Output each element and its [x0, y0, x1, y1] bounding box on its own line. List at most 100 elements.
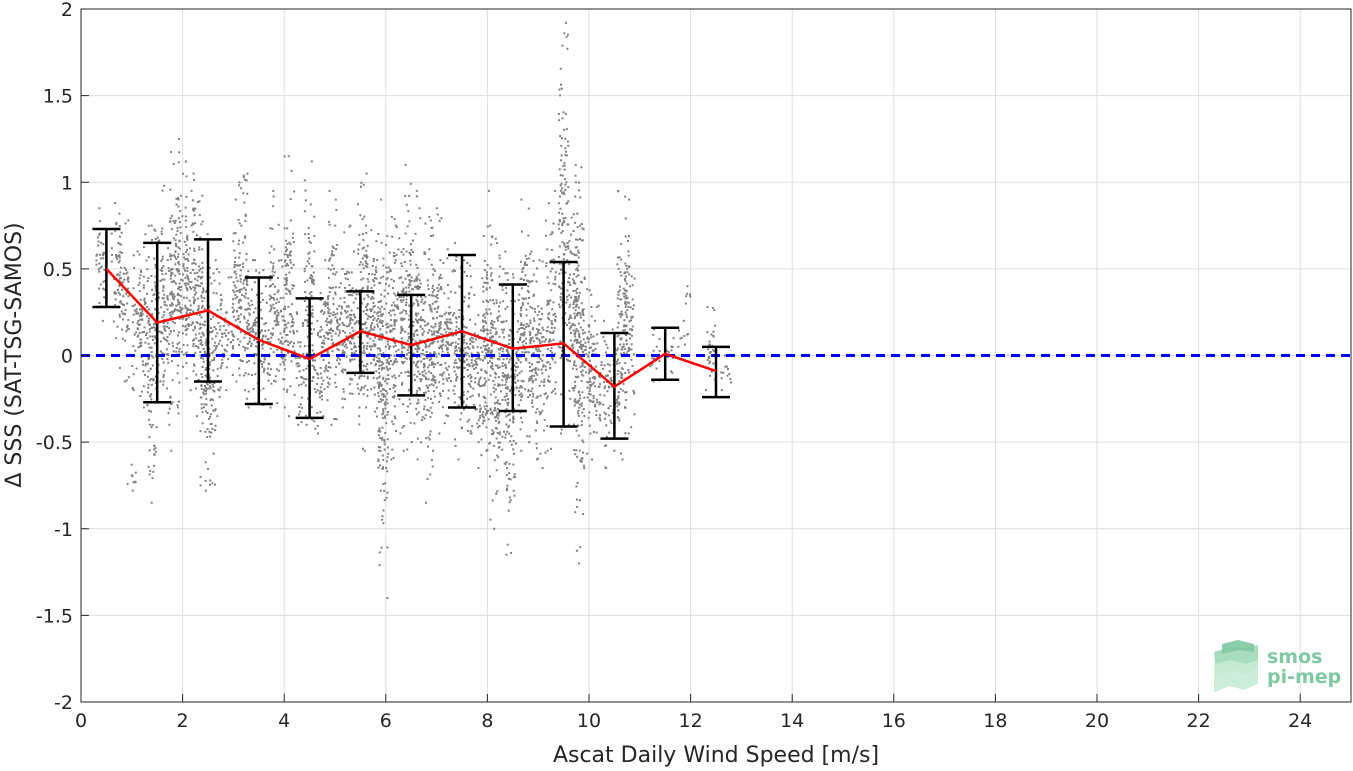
scatter-point	[414, 330, 417, 333]
scatter-point	[708, 343, 711, 346]
scatter-point	[443, 422, 446, 425]
scatter-point	[523, 328, 526, 331]
scatter-point	[379, 390, 382, 393]
scatter-point	[142, 275, 145, 278]
scatter-point	[255, 317, 258, 320]
scatter-point	[386, 470, 389, 473]
scatter-point	[332, 254, 335, 257]
scatter-point	[515, 365, 518, 368]
scatter-point	[268, 294, 271, 297]
scatter-point	[176, 309, 179, 312]
scatter-point	[497, 408, 500, 411]
scatter-point	[185, 282, 188, 285]
scatter-point	[378, 385, 381, 388]
scatter-point	[157, 291, 160, 294]
scatter-point	[142, 370, 145, 373]
scatter-point	[554, 361, 557, 364]
scatter-point	[458, 347, 461, 350]
scatter-point	[653, 328, 656, 331]
scatter-point	[473, 293, 476, 296]
scatter-point	[484, 408, 487, 411]
scatter-point	[453, 385, 456, 388]
scatter-point	[425, 350, 428, 353]
scatter-point	[469, 338, 472, 341]
scatter-point	[498, 335, 501, 338]
scatter-point	[672, 337, 675, 340]
scatter-point	[576, 304, 579, 307]
scatter-point	[683, 343, 686, 346]
scatter-point	[457, 327, 460, 330]
scatter-point	[305, 319, 308, 322]
scatter-point	[421, 374, 424, 377]
scatter-point	[618, 289, 621, 292]
scatter-point	[416, 334, 419, 337]
scatter-point	[498, 355, 501, 358]
scatter-point	[575, 549, 578, 552]
scatter-point	[497, 422, 500, 425]
scatter-point	[269, 227, 272, 230]
scatter-point	[462, 349, 465, 352]
scatter-point	[570, 316, 573, 319]
scatter-point	[315, 382, 318, 385]
scatter-point	[167, 412, 170, 415]
scatter-point	[525, 351, 528, 354]
scatter-point	[280, 356, 283, 359]
scatter-point	[576, 339, 579, 342]
scatter-point	[397, 307, 400, 310]
scatter-point	[616, 263, 619, 266]
scatter-point	[290, 169, 293, 172]
scatter-point	[334, 224, 337, 227]
scatter-point	[181, 332, 184, 335]
scatter-point	[438, 325, 441, 328]
scatter-point	[328, 308, 331, 311]
scatter-point	[230, 340, 233, 343]
scatter-point	[393, 374, 396, 377]
scatter-point	[148, 324, 151, 327]
scatter-point	[501, 365, 504, 368]
scatter-point	[241, 360, 244, 363]
scatter-point	[114, 304, 117, 307]
scatter-point	[560, 292, 563, 295]
scatter-point	[430, 325, 433, 328]
scatter-point	[457, 404, 460, 407]
scatter-point	[559, 287, 562, 290]
scatter-point	[726, 367, 729, 370]
scatter-point	[579, 546, 582, 549]
scatter-point	[416, 302, 419, 305]
scatter-point	[387, 374, 390, 377]
scatter-point	[177, 292, 180, 295]
scatter-point	[448, 321, 451, 324]
scatter-point	[521, 301, 524, 304]
scatter-point	[590, 305, 593, 308]
scatter-point	[521, 341, 524, 344]
scatter-point	[496, 402, 499, 405]
scatter-point	[566, 242, 569, 245]
scatter-point	[502, 376, 505, 379]
scatter-point	[442, 389, 445, 392]
scatter-point	[171, 341, 174, 344]
scatter-point	[116, 257, 119, 260]
scatter-point	[196, 279, 199, 282]
scatter-point	[502, 320, 505, 323]
scatter-point	[449, 290, 452, 293]
scatter-point	[480, 438, 483, 441]
scatter-point	[181, 307, 184, 310]
scatter-point	[446, 342, 449, 345]
scatter-point	[338, 305, 341, 308]
scatter-point	[496, 431, 499, 434]
scatter-point	[361, 342, 364, 345]
scatter-point	[324, 259, 327, 262]
scatter-point	[377, 301, 380, 304]
scatter-point	[270, 306, 273, 309]
scatter-point	[310, 332, 313, 335]
scatter-point	[501, 379, 504, 382]
scatter-point	[238, 184, 241, 187]
scatter-point	[277, 311, 280, 314]
scatter-point	[543, 418, 546, 421]
scatter-point	[361, 286, 364, 289]
scatter-point	[582, 345, 585, 348]
scatter-point	[577, 562, 580, 565]
scatter-point	[351, 287, 354, 290]
scatter-point	[519, 336, 522, 339]
scatter-point	[288, 290, 291, 293]
